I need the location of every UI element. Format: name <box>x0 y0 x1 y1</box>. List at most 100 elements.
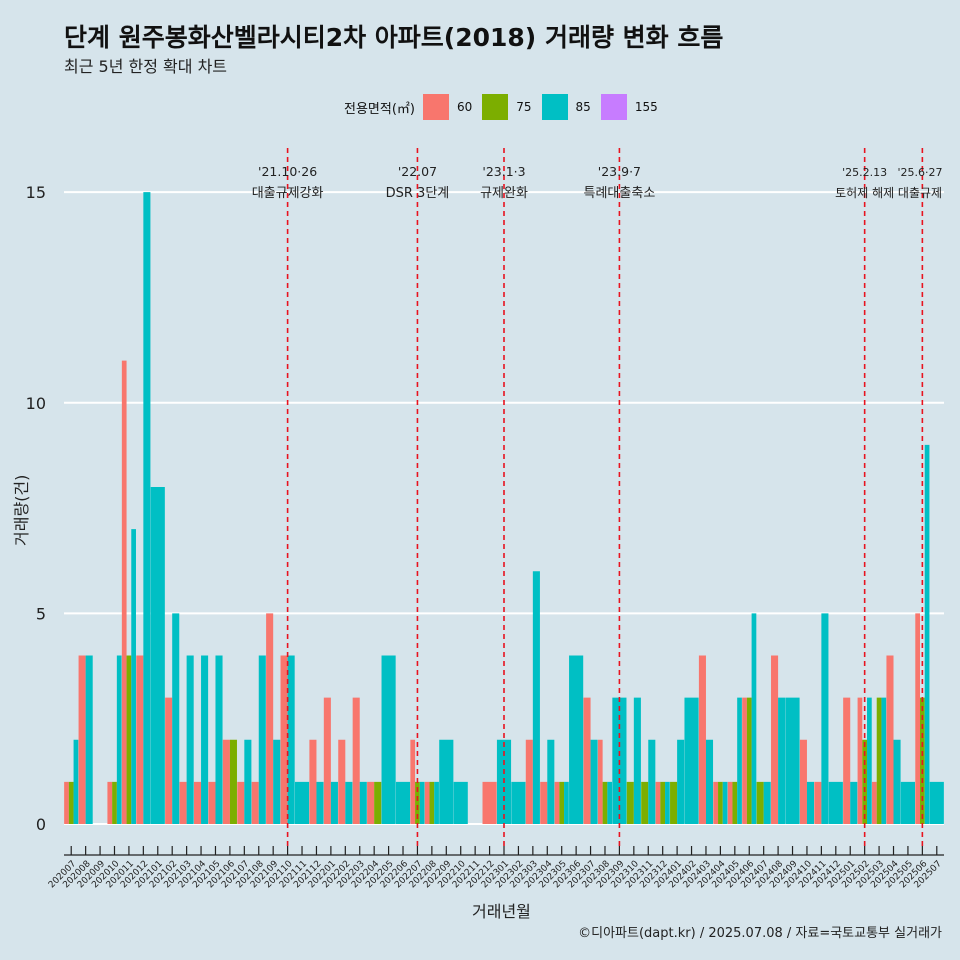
bar-202404-75 <box>718 781 723 824</box>
bar-202106-75 <box>229 739 237 824</box>
y-tick-label-0: 0 <box>36 815 46 834</box>
bar-202201-60 <box>323 697 331 824</box>
bar-202208-60 <box>424 781 430 824</box>
bar-202307-85 <box>590 739 598 824</box>
bar-202312-60 <box>655 781 661 824</box>
bar-202012-60 <box>136 655 144 824</box>
bar-202105-85 <box>215 655 223 824</box>
bar-202504-85 <box>893 739 901 824</box>
legend-item-85: 85 <box>541 94 591 120</box>
event-date-202506: '25.6·27 <box>897 166 942 179</box>
y-axis-label: 거래량(건) <box>12 474 31 546</box>
bar-202110-85 <box>287 655 295 824</box>
bar-202202-60 <box>338 739 346 824</box>
x-axis-label: 거래년월 <box>472 902 531 921</box>
bar-202506-85 <box>924 444 930 824</box>
bar-202312-75 <box>660 781 666 824</box>
bar-202205-85 <box>381 655 396 824</box>
bar-202303-85 <box>532 571 540 824</box>
bar-202212-60 <box>482 781 497 824</box>
event-date-202309: '23.9·7 <box>598 164 641 179</box>
bar-202501-85 <box>850 781 858 824</box>
bar-202112-60 <box>309 739 317 824</box>
chart-subtitle: 최근 5년 한정 확대 차트 <box>64 57 228 76</box>
legend-swatch-60 <box>422 94 449 120</box>
bar-202304-85 <box>547 739 555 824</box>
bar-202010-60 <box>107 781 113 824</box>
bar-202203-60 <box>352 697 360 824</box>
bar-202310-75 <box>626 781 634 824</box>
bar-202504-60 <box>886 655 894 824</box>
legend-swatch-155 <box>600 94 627 120</box>
bar-202010-85 <box>116 655 122 824</box>
bar-202108-85 <box>258 655 266 824</box>
bar-202105-60 <box>208 781 216 824</box>
bar-202107-85 <box>244 739 252 824</box>
bar-202011-60 <box>121 360 127 824</box>
bar-202502-60 <box>857 697 863 824</box>
bar-202008-60 <box>78 655 86 824</box>
bar-202208-75 <box>429 781 435 824</box>
bar-202202-85 <box>345 781 353 824</box>
bar-202109-85 <box>273 739 281 824</box>
bar-202308-60 <box>597 739 603 824</box>
event-date-202502: '25.2.13 <box>842 166 887 179</box>
bar-202401-85 <box>677 739 685 824</box>
bar-202402-85 <box>684 697 699 824</box>
bar-202207-85 <box>419 781 425 824</box>
bar-202207-75 <box>415 781 420 824</box>
bar-202304-60 <box>540 781 548 824</box>
bar-202007-85 <box>73 739 79 824</box>
bar-202502-85 <box>867 697 872 824</box>
legend-item-75: 75 <box>482 94 532 120</box>
bar-202307-60 <box>583 697 591 824</box>
bar-202103-60 <box>179 781 187 824</box>
event-date-202207: '22.07 <box>398 164 437 179</box>
bar-202306-85 <box>569 655 584 824</box>
bar-202201-85 <box>330 781 338 824</box>
source-caption: ©디아파트(dapt.kr) / 2025.07.08 / 자료=국토교통부 실… <box>578 926 942 941</box>
event-label-202301: 규제완화 <box>480 186 528 201</box>
legend-label-155: 155 <box>634 100 658 114</box>
bar-202102-60 <box>165 697 173 824</box>
bar-202311-75 <box>641 781 649 824</box>
bar-202405-85 <box>737 697 742 824</box>
bar-202406-75 <box>746 697 752 824</box>
bar-202112-85 <box>316 781 324 824</box>
bar-202206-85 <box>395 781 411 824</box>
bar-202503-75 <box>876 697 882 824</box>
event-label-202506: 대출규제 <box>898 186 942 200</box>
bar-202408-60 <box>771 655 779 824</box>
bar-202506-60 <box>915 613 921 824</box>
event-date-202301: '23.1·3 <box>482 164 525 179</box>
event-label-202309: 특례대출축소 <box>584 186 656 201</box>
bar-202104-85 <box>201 655 209 824</box>
bar-202011-75 <box>126 655 132 824</box>
bar-202111-85 <box>294 781 310 824</box>
bar-202305-75 <box>559 781 565 824</box>
bar-202505-85 <box>900 781 916 824</box>
y-tick-label-15: 15 <box>26 183 46 202</box>
bar-202406-85 <box>751 613 757 824</box>
bar-202302-85 <box>511 781 526 824</box>
legend-swatch-75 <box>482 94 509 120</box>
bar-202007-60 <box>64 781 69 824</box>
bar-202007-75 <box>68 781 74 824</box>
legend-swatch-85 <box>541 94 568 120</box>
bar-202410-85 <box>806 781 815 824</box>
bar-202204-75 <box>374 781 382 824</box>
bar-202308-75 <box>602 781 608 824</box>
chart-title: 단계 원주봉화산벨라시티2차 아파트(2018) 거래량 변화 흐름 <box>64 23 724 52</box>
bar-202507-85 <box>929 781 944 824</box>
event-label-202502: 토허제 해제 <box>835 186 894 200</box>
bar-202106-60 <box>222 739 230 824</box>
bar-202011-85 <box>131 529 136 824</box>
bar-202406-60 <box>742 697 747 824</box>
bar-202210-85 <box>453 781 468 824</box>
legend-label-85: 85 <box>575 100 591 114</box>
bar-202410-60 <box>799 739 807 824</box>
bar-202308-85 <box>607 781 613 824</box>
bar-202407-75 <box>756 781 764 824</box>
bar-202405-60 <box>727 781 733 824</box>
bar-202103-85 <box>186 655 194 824</box>
